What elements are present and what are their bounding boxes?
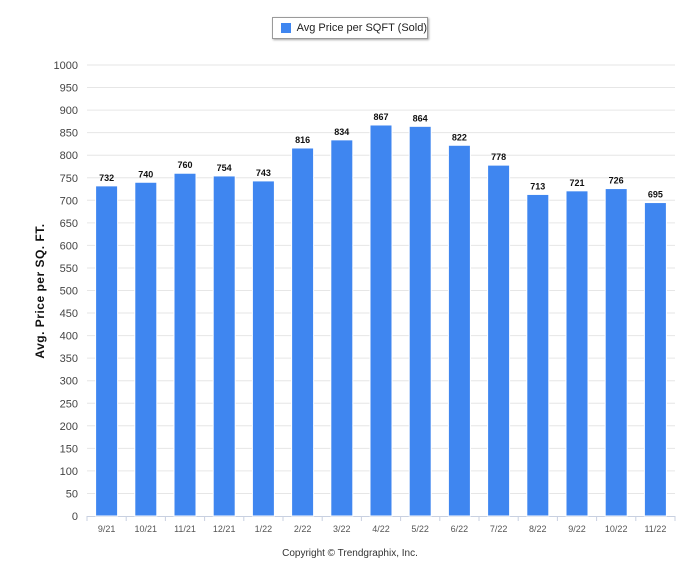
data-labels: 732 740 760 754 743 816 834 867 864 822 778 713 721 7…: [99, 112, 663, 200]
legend-swatch: [281, 23, 291, 33]
data-label: 754: [217, 163, 232, 173]
y-tick-label: 250: [60, 398, 78, 410]
y-tick-label: 1000: [54, 60, 78, 72]
data-label: 743: [256, 168, 271, 178]
y-tick-label: 600: [60, 240, 78, 252]
data-label: 726: [609, 176, 624, 186]
bar[interactable]: [643, 202, 667, 517]
y-tick-label: 400: [60, 331, 78, 343]
data-label: 778: [491, 152, 506, 162]
bar[interactable]: [134, 181, 158, 517]
y-axis-ticks: 0 50 100 150 200 250 300 350 400 450 500 550 600 650 7…: [54, 60, 78, 523]
data-label: 822: [452, 132, 467, 142]
y-tick-label: 800: [60, 150, 78, 162]
x-tick-label: 5/22: [411, 524, 429, 534]
y-tick-label: 350: [60, 353, 78, 365]
x-tick-label: 9/21: [98, 524, 116, 534]
x-tick-label: 2/22: [294, 524, 312, 534]
y-tick-label: 950: [60, 83, 78, 95]
y-tick-label: 650: [60, 218, 78, 230]
y-tick-label: 150: [60, 443, 78, 455]
y-tick-label: 0: [72, 511, 78, 523]
data-label: 864: [413, 113, 428, 123]
bar[interactable]: [251, 180, 275, 517]
bar[interactable]: [565, 190, 589, 517]
bar[interactable]: [369, 124, 393, 517]
y-tick-label: 450: [60, 308, 78, 320]
copyright-text: Copyright © Trendgraphix, Inc.: [282, 548, 418, 559]
bar[interactable]: [526, 193, 550, 517]
data-label: 816: [295, 135, 310, 145]
legend-label: Avg Price per SQFT (Sold): [296, 22, 427, 34]
y-tick-label: 700: [60, 195, 78, 207]
data-label: 867: [373, 112, 388, 122]
data-label: 834: [334, 127, 349, 137]
y-tick-label: 750: [60, 173, 78, 185]
x-tick-label: 6/22: [451, 524, 469, 534]
x-tick-label: 4/22: [372, 524, 390, 534]
data-label: 740: [138, 169, 153, 179]
bar[interactable]: [330, 139, 354, 517]
bar[interactable]: [604, 188, 628, 517]
legend[interactable]: Avg Price per SQFT (Sold): [272, 17, 428, 39]
bar[interactable]: [487, 164, 511, 517]
x-tick-label: 11/21: [174, 524, 196, 534]
y-tick-label: 50: [66, 488, 78, 500]
x-tick-label: 11/22: [644, 524, 666, 534]
x-tick-label: 7/22: [490, 524, 508, 534]
data-label: 695: [648, 190, 663, 200]
y-tick-label: 900: [60, 105, 78, 117]
y-axis-label: Avg. Price per SQ. FT.: [33, 223, 47, 359]
y-tick-label: 300: [60, 376, 78, 388]
y-tick-label: 850: [60, 128, 78, 140]
x-axis-ticks: 9/21 10/21 11/21 12/21 1/22 2/22 3/22 4/22 5/22 6…: [86, 516, 676, 534]
data-label: 732: [99, 173, 114, 183]
y-tick-label: 100: [60, 466, 78, 478]
y-tick-label: 500: [60, 286, 78, 298]
bar[interactable]: [447, 144, 471, 517]
x-tick-label: 1/22: [255, 524, 273, 534]
x-tick-label: 10/22: [605, 524, 628, 534]
x-tick-label: 12/21: [213, 524, 236, 534]
data-label: 760: [177, 160, 192, 170]
bar[interactable]: [95, 185, 119, 517]
x-tick-label: 3/22: [333, 524, 351, 534]
y-tick-label: 200: [60, 421, 78, 433]
x-tick-label: 9/22: [568, 524, 586, 534]
y-tick-label: 550: [60, 263, 78, 275]
bar[interactable]: [291, 147, 315, 517]
bar[interactable]: [212, 175, 236, 517]
bars: [95, 124, 667, 517]
x-tick-label: 10/21: [135, 524, 158, 534]
bar[interactable]: [408, 125, 432, 517]
x-tick-label: 8/22: [529, 524, 547, 534]
bar[interactable]: [173, 172, 197, 517]
data-label: 721: [569, 178, 584, 188]
data-label: 713: [530, 181, 545, 191]
